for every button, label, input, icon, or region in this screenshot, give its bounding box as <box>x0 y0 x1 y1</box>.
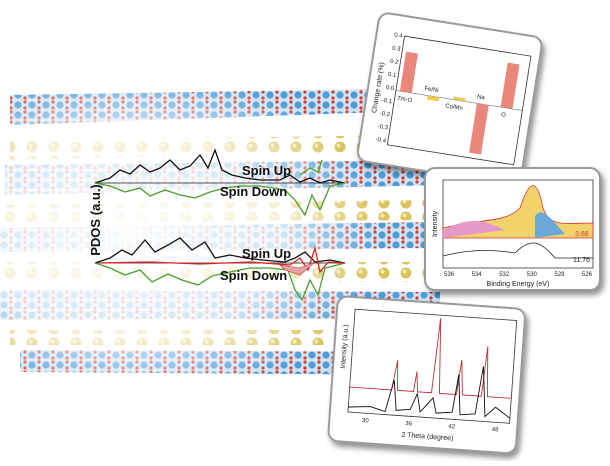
x-tick-label: 534 <box>472 272 483 278</box>
y-tick-label: 0.2 <box>390 59 400 66</box>
y-tick-label: 0.3 <box>392 46 402 53</box>
x-tick-label: 42 <box>448 424 456 430</box>
xrd-inset: Intensity (a.u.) 2 Theta (degree) 30 36 42… <box>327 295 526 455</box>
spin-up-label: Spin Up <box>242 246 291 261</box>
x-tick-label: 536 <box>444 272 455 278</box>
y-tick-label: -0.1 <box>381 98 393 106</box>
x-tick-label: 530 <box>527 272 538 278</box>
x-tick-label: 36 <box>405 421 413 427</box>
y-tick-label: 0.0 <box>385 85 395 92</box>
y-tick-label: -0.4 <box>375 137 387 145</box>
category-label: Na <box>477 94 486 101</box>
category-label: O <box>501 112 507 119</box>
y-tick-label: 0.1 <box>387 72 397 79</box>
y-tick-label: -0.3 <box>377 124 389 132</box>
pdos-axis-label: PDOS (a.u.) <box>88 184 103 256</box>
spin-down-label: Spin Down <box>220 184 287 199</box>
x-axis-label: 2 Theta (degree) <box>401 432 453 443</box>
x-axis-label: Binding Energy (eV) <box>487 281 550 288</box>
category-label: Tm-O <box>397 96 413 104</box>
x-tick-label: 528 <box>554 272 565 278</box>
y-axis-label: Intensity <box>432 210 439 237</box>
x-tick-label: 532 <box>499 272 510 278</box>
x-tick-label: 30 <box>362 418 370 424</box>
y-tick-label: 0.4 <box>394 33 404 40</box>
x-tick-label: 526 <box>582 272 593 278</box>
category-label: Fe/Ni <box>424 86 439 94</box>
y-tick-label: -0.2 <box>379 111 391 119</box>
spin-up-label: Spin Up <box>242 163 291 178</box>
ratio-label: 11.76 <box>573 257 590 264</box>
xps-inset: Intensity Binding Energy (eV) 3.66 11.76… <box>424 167 601 291</box>
category-label: Co/Mn <box>445 103 463 112</box>
ratio-label: 3.66 <box>575 231 589 238</box>
change-rate-inset: Change rate (%) 0.40.30.20.10.0-0.1-0.2-… <box>356 12 543 186</box>
y-axis-label: Intensity (a.u.) <box>340 324 350 369</box>
spin-down-label: Spin Down <box>220 268 287 283</box>
pdos-curves <box>94 148 346 302</box>
x-tick-label: 48 <box>491 427 499 433</box>
